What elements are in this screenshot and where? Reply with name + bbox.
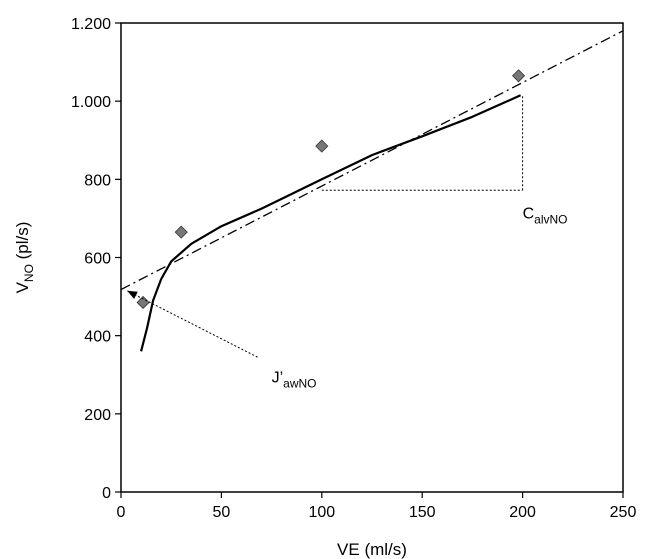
y-tick-label: 400: [84, 329, 111, 346]
data-point: [136, 295, 150, 310]
x-tick-label: 100: [308, 504, 335, 521]
data-point: [315, 139, 329, 153]
y-tick-label: 600: [84, 251, 111, 268]
fit-line: [120, 30, 624, 291]
marks: [120, 30, 624, 352]
y-axis-label: VNO (pl/s): [13, 222, 36, 294]
x-tick-label: 50: [213, 504, 231, 521]
x-tick-label: 250: [610, 504, 637, 521]
data-point: [174, 225, 188, 239]
data-point: [512, 69, 526, 83]
y-tick-label: 0: [102, 485, 111, 502]
x-axis-label: VE (ml/s): [337, 540, 407, 559]
jaw-label: J’awNO: [272, 370, 317, 391]
model-curve: [140, 94, 522, 352]
plot-frame: [120, 22, 624, 493]
x-tick-label: 200: [509, 504, 536, 521]
x-tick-label: 150: [409, 504, 436, 521]
arrowhead: [127, 290, 138, 299]
y-tick-label: 1.200: [71, 16, 111, 33]
annotations: CalvNO J’awNO: [126, 95, 568, 391]
x-tick-label: 0: [117, 504, 126, 521]
y-tick-label: 1.000: [71, 94, 111, 111]
intercept-arrow: [126, 290, 258, 358]
calv-label: CalvNO: [523, 205, 568, 226]
axes: 0 50 100 150 200 250 0 200 400 600 800 1.000 1.200 VE…: [13, 16, 636, 559]
y-tick-label: 200: [84, 407, 111, 424]
y-tick-label: 800: [84, 172, 111, 189]
